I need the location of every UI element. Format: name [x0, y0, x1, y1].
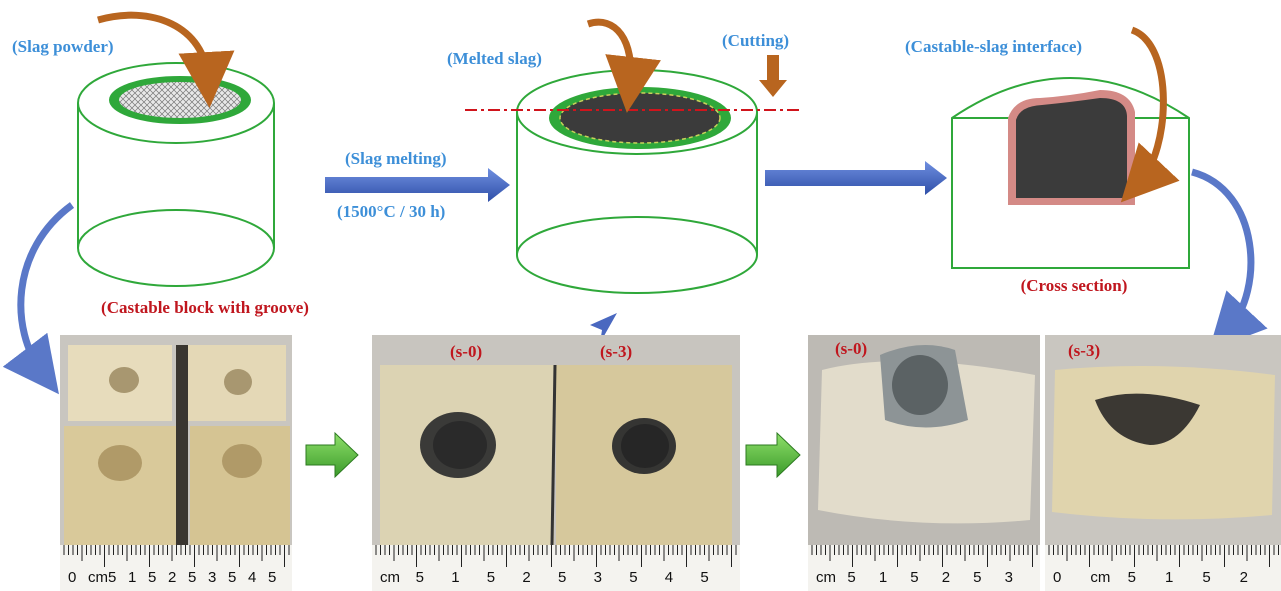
- process-arrow: [765, 161, 947, 195]
- ruler-label: 4: [665, 569, 673, 586]
- ruler-label: 1: [128, 569, 136, 586]
- ruler-label: 5: [228, 569, 236, 586]
- ruler-label: 5: [148, 569, 156, 586]
- ruler-label: 5: [700, 569, 708, 586]
- process-arrow: [325, 168, 510, 202]
- ruler-label: 0: [1053, 569, 1061, 586]
- ruler-label: cm: [88, 569, 108, 586]
- ruler-label: 5: [416, 569, 424, 586]
- photo-tag: (s-3): [1068, 341, 1100, 360]
- ruler-label: 2: [168, 569, 176, 586]
- label: (Castable-slag interface): [905, 37, 1082, 56]
- ruler-label: 3: [208, 569, 216, 586]
- figure: 0cm515253545cm515253545(s-0)(s-3)cm51525…: [0, 0, 1281, 591]
- ruler-label: 5: [558, 569, 566, 586]
- ruler-label: cm: [380, 569, 400, 586]
- ruler-label: 3: [594, 569, 602, 586]
- ruler-label: 5: [1128, 569, 1136, 586]
- cut-arrow: [759, 55, 787, 97]
- ruler-label: 2: [1240, 569, 1248, 586]
- ruler-label: 3: [1005, 569, 1013, 586]
- photo-tag: (s-3): [600, 342, 632, 361]
- curved-arrow: [1192, 172, 1251, 330]
- green-arrow: [306, 433, 358, 477]
- ruler-label: 5: [108, 569, 116, 586]
- ruler-label: 5: [1202, 569, 1210, 586]
- label: (Slag powder): [12, 37, 114, 56]
- ruler-label: cm: [1090, 569, 1110, 586]
- ruler-label: 2: [522, 569, 530, 586]
- ruler-label: 5: [973, 569, 981, 586]
- ruler-label: 1: [1165, 569, 1173, 586]
- cross-section: [952, 78, 1189, 268]
- label: (Melted slag): [447, 49, 542, 68]
- label: (Slag melting): [345, 149, 447, 168]
- label: (Castable block with groove): [101, 298, 309, 317]
- green-arrow: [746, 433, 800, 477]
- ruler-label: cm: [816, 569, 836, 586]
- photo-tag: (s-0): [450, 342, 482, 361]
- ruler-label: 2: [942, 569, 950, 586]
- ruler-label: 5: [629, 569, 637, 586]
- ruler-label: 4: [248, 569, 256, 586]
- label: (1500°C / 30 h): [337, 202, 445, 221]
- ruler-label: 5: [188, 569, 196, 586]
- cylinder-melted: [517, 70, 757, 293]
- ruler-label: 0: [68, 569, 76, 586]
- cylinder-with-powder: [78, 63, 274, 286]
- ruler-label: 5: [487, 569, 495, 586]
- ruler-label: 1: [451, 569, 459, 586]
- label: (Cutting): [722, 31, 789, 50]
- ruler-label: 5: [910, 569, 918, 586]
- ruler-label: 1: [879, 569, 887, 586]
- photo-tag: (s-0): [835, 339, 867, 358]
- ruler-label: 5: [268, 569, 276, 586]
- ruler-label: 5: [847, 569, 855, 586]
- label: (Cross section): [1021, 276, 1128, 295]
